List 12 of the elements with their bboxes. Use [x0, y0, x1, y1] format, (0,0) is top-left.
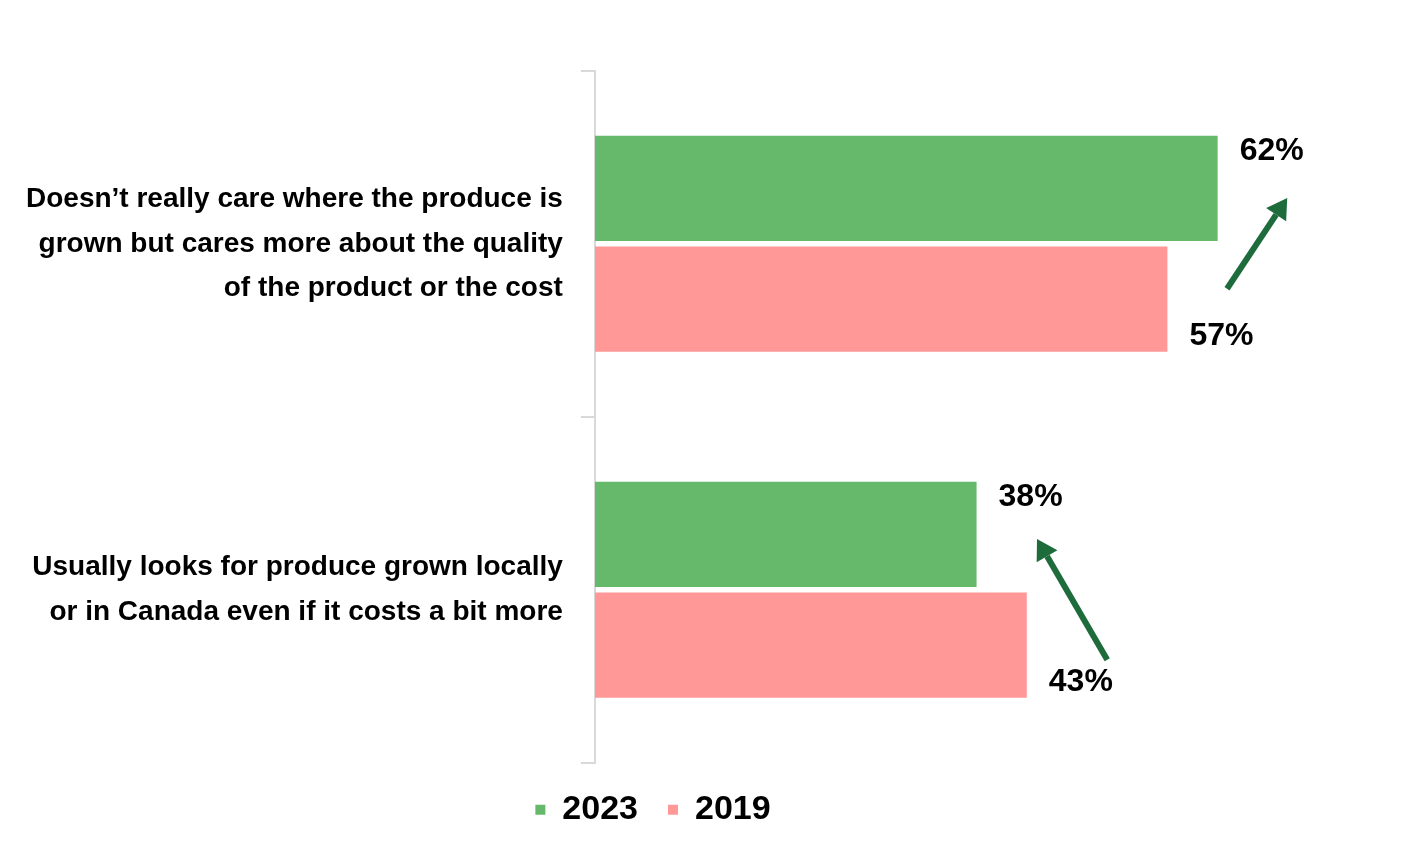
data-label: 62% — [1239, 131, 1304, 168]
bar — [594, 135, 1218, 242]
data-label: 43% — [1048, 661, 1113, 698]
y-tick-label: Doesn’t really care where the produce is grown but cares more about the quality of the product or the cost — [25, 181, 564, 303]
y-tick-label: Usually looks for produce grown locally or in Canada even if it costs a bit more — [32, 550, 564, 626]
legend-label: 2023 — [562, 788, 638, 827]
bar — [594, 592, 1027, 698]
data-label: 38% — [998, 477, 1063, 514]
bar — [594, 481, 977, 588]
bar — [594, 246, 1168, 352]
data-label: 57% — [1189, 315, 1254, 352]
legend-label: 2019 — [695, 788, 771, 827]
